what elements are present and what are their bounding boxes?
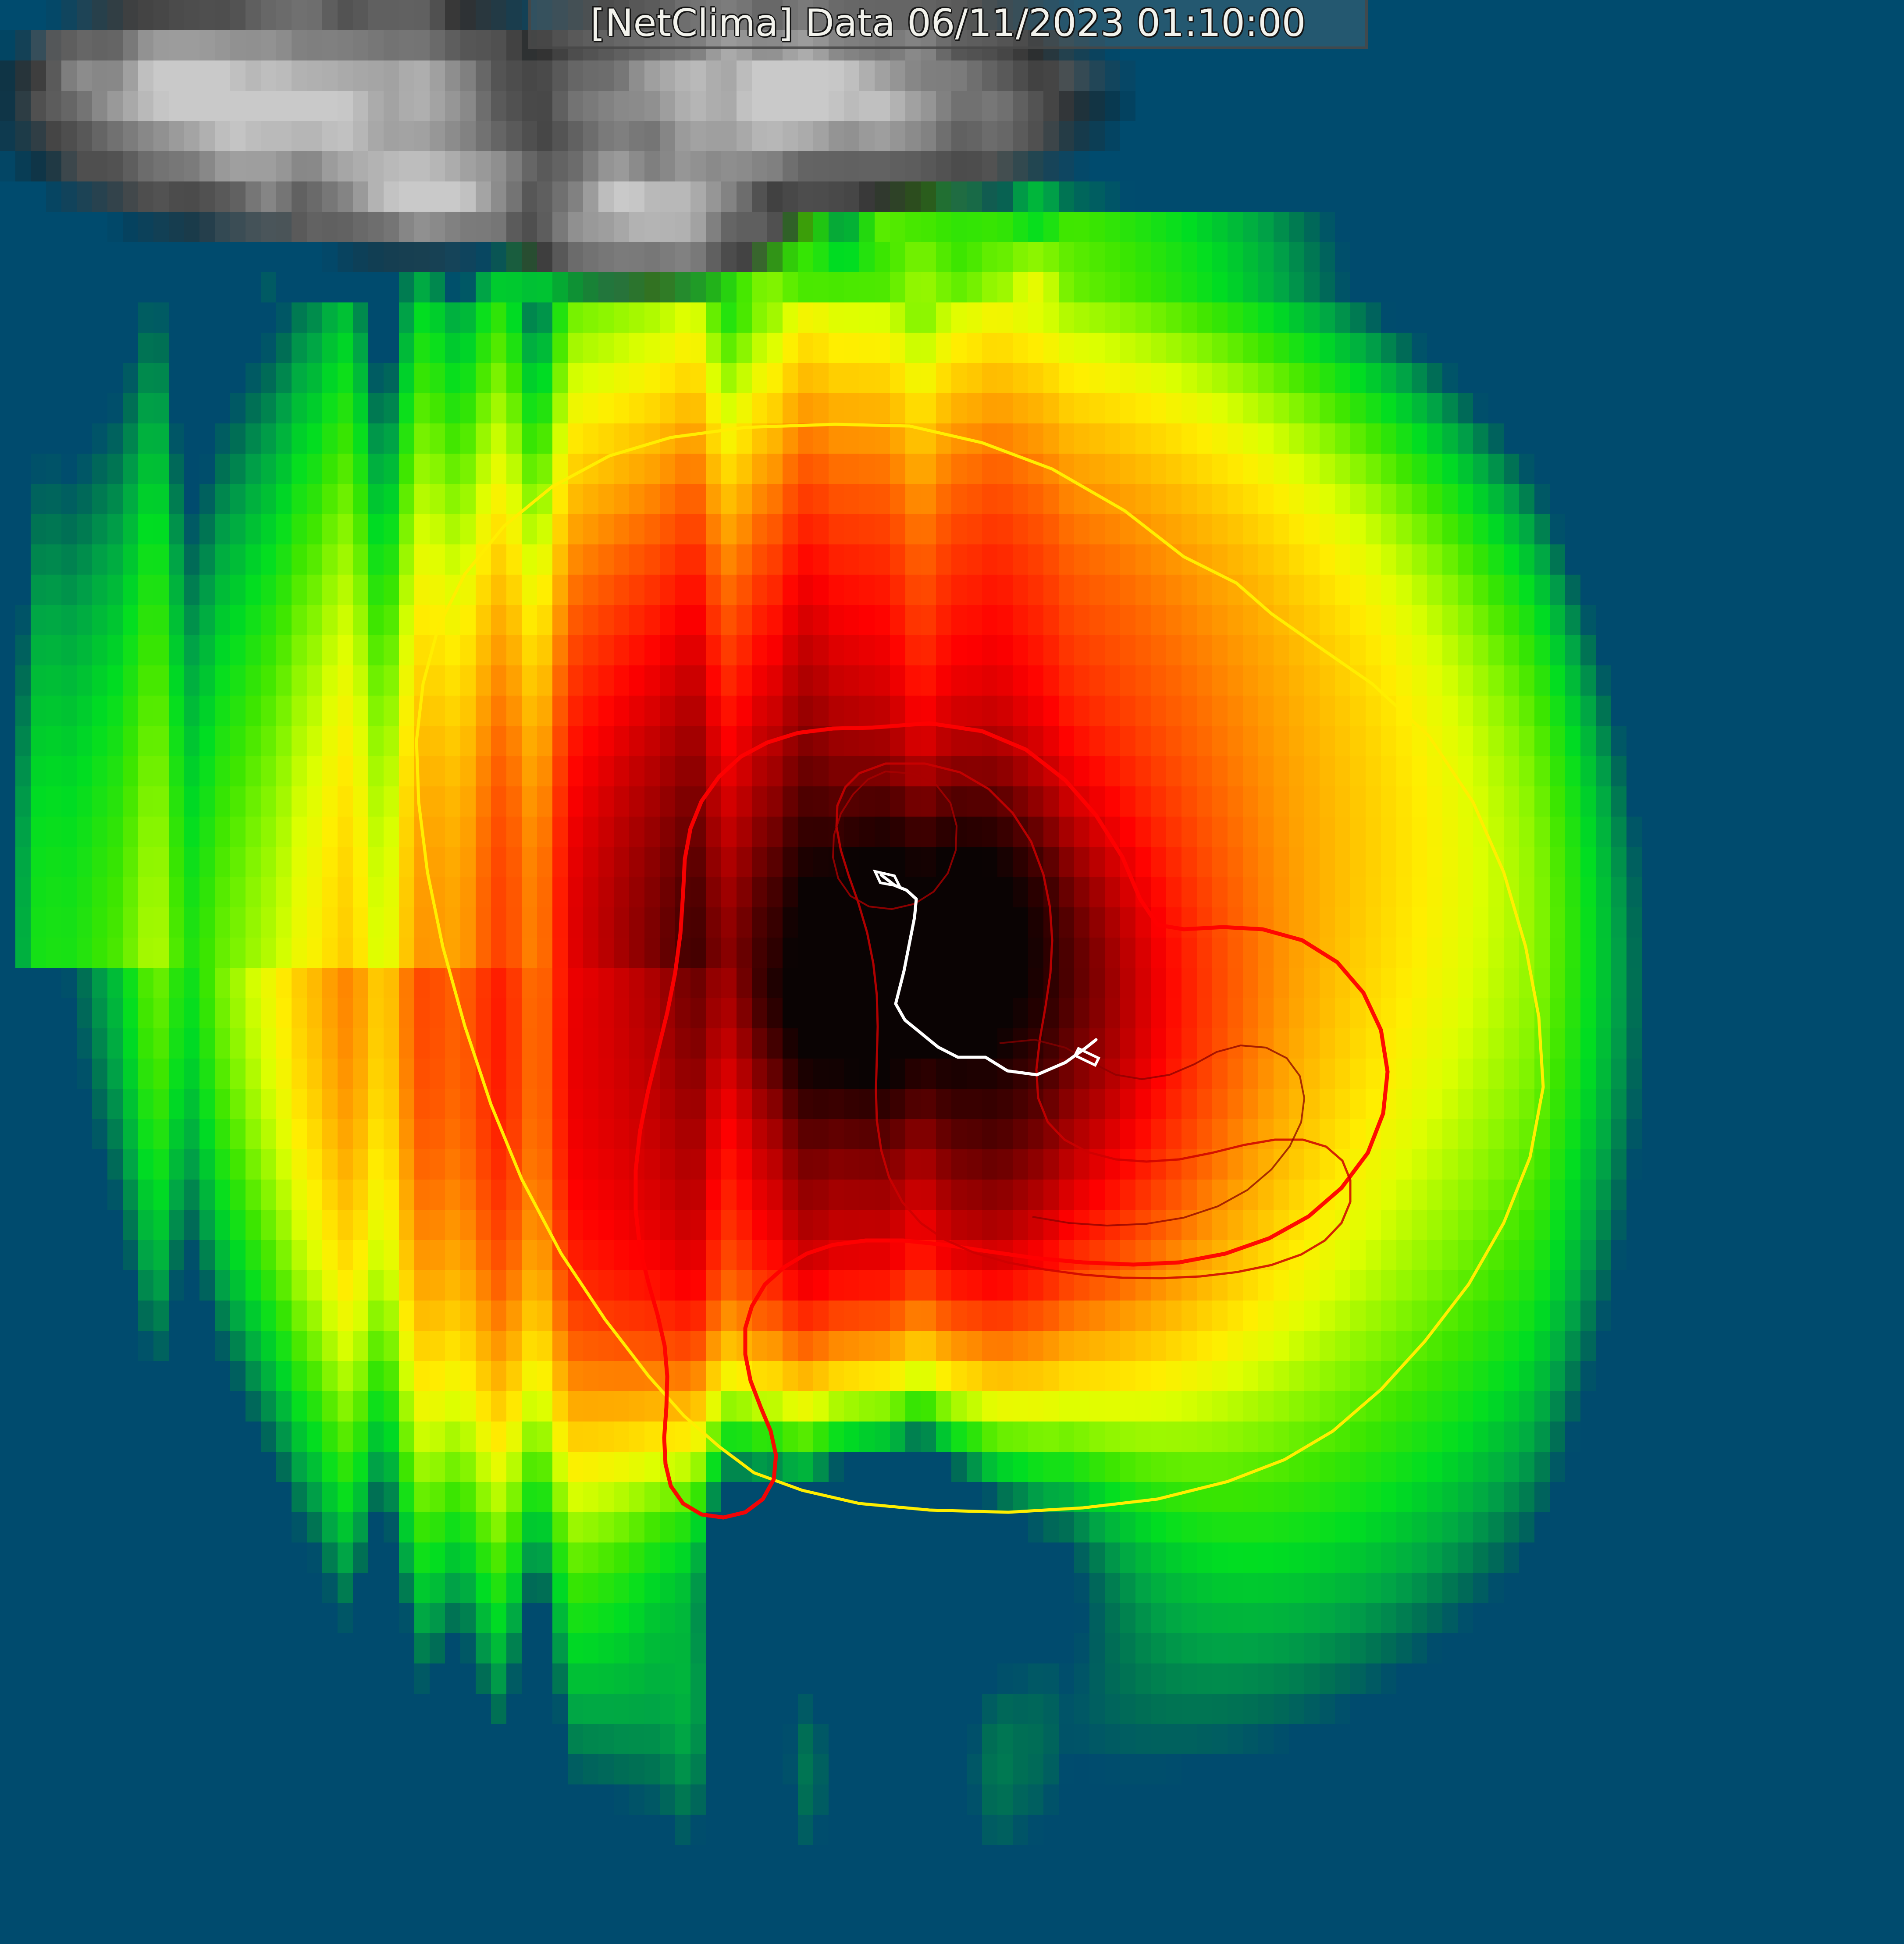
data-timestamp-text: [NetClima] Data 06/11/2023 01:10:00 [590, 1, 1306, 45]
data-timestamp-label: [NetClima] Data 06/11/2023 01:10:00 [528, 0, 1368, 49]
